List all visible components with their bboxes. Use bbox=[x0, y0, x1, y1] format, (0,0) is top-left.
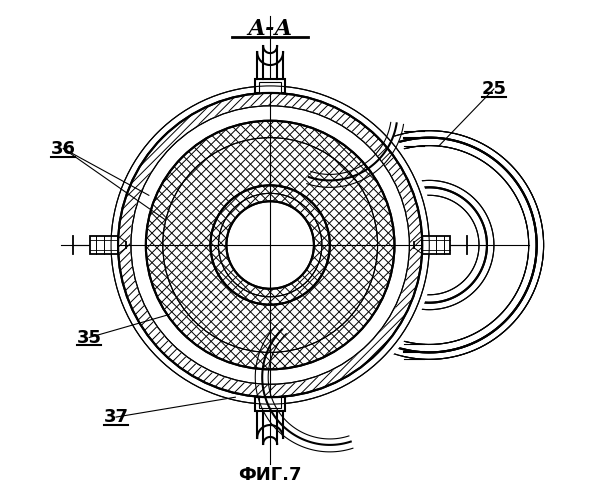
Bar bbox=[255, 397, 285, 411]
Text: ФИГ.7: ФИГ.7 bbox=[239, 466, 302, 483]
Circle shape bbox=[163, 138, 377, 352]
Bar bbox=[90, 236, 118, 254]
Circle shape bbox=[163, 138, 377, 352]
Circle shape bbox=[163, 138, 377, 352]
Bar bbox=[259, 82, 281, 93]
Bar bbox=[259, 397, 281, 408]
Circle shape bbox=[210, 186, 330, 304]
Text: 25: 25 bbox=[481, 80, 507, 98]
Text: А-А: А-А bbox=[248, 18, 293, 40]
Circle shape bbox=[106, 81, 435, 409]
Text: 35: 35 bbox=[77, 328, 102, 346]
Bar bbox=[423, 236, 450, 254]
Circle shape bbox=[131, 106, 409, 384]
Circle shape bbox=[332, 148, 526, 342]
Circle shape bbox=[109, 84, 432, 406]
Circle shape bbox=[116, 91, 424, 399]
Text: 36: 36 bbox=[51, 140, 76, 158]
Circle shape bbox=[131, 106, 409, 384]
Circle shape bbox=[118, 93, 423, 397]
Text: 37: 37 bbox=[103, 408, 129, 426]
Circle shape bbox=[146, 120, 394, 370]
Wedge shape bbox=[118, 93, 423, 397]
Circle shape bbox=[227, 202, 314, 289]
Bar bbox=[255, 79, 285, 93]
Circle shape bbox=[131, 106, 409, 384]
Circle shape bbox=[227, 202, 314, 289]
Circle shape bbox=[227, 202, 314, 289]
